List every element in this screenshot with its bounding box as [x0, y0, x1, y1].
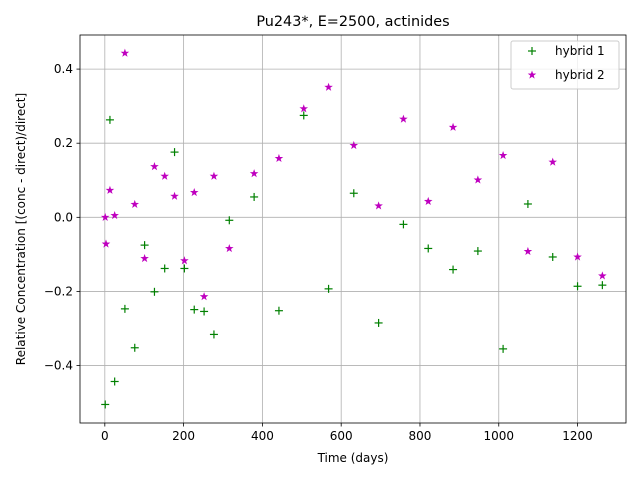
- data-point-hybrid-1: [140, 241, 149, 250]
- data-point-hybrid-1: [105, 115, 114, 124]
- data-markers: [100, 48, 607, 409]
- data-point-hybrid-2: [160, 171, 169, 180]
- axis-ticks: 0 200 400 600 800 1000 1200 −0.4 −0.2 0.0 0.2 0.4: [44, 62, 593, 443]
- data-point-hybrid-2: [120, 48, 130, 57]
- data-point-hybrid-2: [225, 243, 234, 253]
- data-point-hybrid-1: [299, 111, 308, 120]
- data-point-hybrid-2: [399, 114, 408, 123]
- data-point-hybrid-2: [374, 201, 383, 210]
- y-tick-label: 0.2: [54, 136, 73, 150]
- data-point-hybrid-2: [130, 199, 140, 208]
- x-tick-label: 1200: [562, 429, 593, 443]
- data-point-hybrid-2: [101, 239, 111, 248]
- data-point-hybrid-1: [150, 287, 159, 296]
- legend-marker-hybrid-2: [527, 70, 537, 79]
- y-tick-label: −0.4: [44, 359, 73, 373]
- data-point-hybrid-1: [274, 306, 283, 315]
- data-point-hybrid-2: [150, 162, 159, 171]
- data-point-hybrid-2: [105, 185, 115, 194]
- data-point-hybrid-1: [110, 377, 119, 386]
- data-point-hybrid-1: [160, 264, 169, 273]
- x-tick-label: 200: [172, 429, 195, 443]
- x-tick-label: 0: [101, 429, 109, 443]
- data-point-hybrid-2: [299, 104, 309, 113]
- data-point-hybrid-1: [250, 192, 259, 201]
- data-point-hybrid-2: [523, 246, 533, 256]
- data-point-hybrid-1: [598, 281, 607, 290]
- y-tick-label: −0.2: [44, 284, 73, 298]
- data-point-hybrid-2: [573, 252, 582, 261]
- data-point-hybrid-2: [249, 169, 259, 178]
- data-point-hybrid-1: [424, 244, 433, 253]
- x-tick-label: 400: [251, 429, 274, 443]
- data-point-hybrid-2: [170, 191, 179, 200]
- data-point-hybrid-1: [473, 247, 482, 256]
- legend-box: [510, 40, 620, 90]
- data-point-hybrid-1: [399, 220, 408, 229]
- data-point-hybrid-1: [130, 343, 139, 352]
- x-tick-label: 1000: [483, 429, 514, 443]
- chart-title: Pu243*, E=2500, actinides: [256, 14, 449, 30]
- data-point-hybrid-1: [548, 252, 557, 261]
- data-point-hybrid-2: [473, 175, 483, 184]
- data-point-hybrid-1: [170, 148, 179, 157]
- data-point-hybrid-2: [349, 140, 359, 150]
- y-tick-label: 0.0: [54, 210, 73, 224]
- data-point-hybrid-2: [110, 210, 119, 220]
- legend-label-hybrid-1: hybrid 1: [555, 44, 605, 58]
- data-point-hybrid-1: [209, 330, 218, 339]
- data-point-hybrid-1: [101, 400, 110, 409]
- data-point-hybrid-1: [499, 344, 508, 353]
- data-point-hybrid-2: [199, 292, 209, 301]
- x-tick-label: 800: [409, 429, 432, 443]
- data-point-hybrid-1: [120, 304, 129, 313]
- data-point-hybrid-2: [324, 82, 333, 91]
- data-point-hybrid-1: [374, 318, 383, 327]
- legend: hybrid 1 hybrid 2: [510, 40, 620, 90]
- data-point-hybrid-1: [523, 199, 532, 208]
- x-tick-label: 600: [330, 429, 353, 443]
- legend-label-hybrid-2: hybrid 2: [555, 68, 605, 82]
- plot-frame: [79, 34, 627, 424]
- data-point-hybrid-1: [324, 284, 333, 293]
- data-point-hybrid-2: [498, 150, 508, 160]
- data-point-hybrid-2: [423, 196, 433, 206]
- data-point-hybrid-2: [274, 153, 284, 163]
- data-point-hybrid-1: [349, 189, 358, 198]
- data-point-hybrid-2: [448, 122, 458, 131]
- data-point-hybrid-2: [598, 271, 607, 280]
- data-point-hybrid-1: [190, 305, 199, 314]
- data-point-hybrid-1: [449, 265, 458, 274]
- data-point-hybrid-1: [180, 264, 189, 273]
- x-axis-title: Time (days): [317, 451, 389, 465]
- y-tick-label: 0.4: [54, 62, 73, 76]
- data-point-hybrid-2: [548, 157, 558, 166]
- data-point-hybrid-2: [209, 171, 219, 180]
- data-point-hybrid-1: [573, 282, 582, 291]
- data-point-hybrid-2: [180, 256, 189, 265]
- legend-marker-hybrid-1: [528, 47, 536, 55]
- data-point-hybrid-1: [200, 307, 209, 316]
- data-point-hybrid-2: [189, 187, 199, 197]
- data-point-hybrid-1: [225, 216, 234, 225]
- data-point-hybrid-2: [140, 253, 149, 263]
- plot-area: [80, 35, 626, 423]
- data-point-hybrid-2: [100, 212, 110, 221]
- y-axis-title: Relative Concentration [(conc - direct)/…: [14, 93, 28, 365]
